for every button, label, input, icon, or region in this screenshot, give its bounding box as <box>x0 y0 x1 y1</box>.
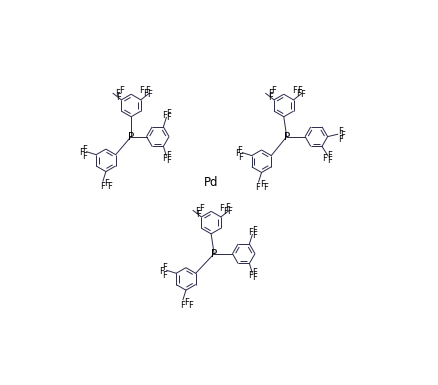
Text: F: F <box>263 183 268 192</box>
Text: F: F <box>255 183 261 192</box>
Text: F: F <box>268 89 273 99</box>
Text: F: F <box>238 153 243 162</box>
Text: F: F <box>252 226 257 235</box>
Text: F: F <box>139 87 144 95</box>
Text: F: F <box>268 93 273 102</box>
Text: F: F <box>162 110 167 119</box>
Text: F: F <box>297 86 303 95</box>
Text: F: F <box>108 182 113 191</box>
Text: F: F <box>166 109 171 118</box>
Text: F: F <box>143 89 148 99</box>
Text: F: F <box>292 87 297 95</box>
Text: P: P <box>283 132 290 142</box>
Text: F: F <box>195 206 200 216</box>
Text: F: F <box>166 156 170 164</box>
Text: F: F <box>248 228 253 237</box>
Text: Pd: Pd <box>204 176 219 189</box>
Text: F: F <box>180 301 185 310</box>
Text: F: F <box>227 207 232 216</box>
Text: F: F <box>162 271 167 280</box>
Text: F: F <box>116 93 121 102</box>
Text: F: F <box>184 298 189 306</box>
Text: F: F <box>338 135 343 144</box>
Text: F: F <box>196 210 201 219</box>
Text: F: F <box>248 271 253 280</box>
Text: F: F <box>147 90 152 99</box>
Text: F: F <box>199 204 204 213</box>
Text: F: F <box>252 268 257 277</box>
Text: F: F <box>115 89 120 99</box>
Text: F: F <box>225 203 230 212</box>
Text: F: F <box>322 154 328 163</box>
Text: F: F <box>162 154 167 163</box>
Text: F: F <box>82 152 87 161</box>
Text: F: F <box>296 89 301 99</box>
Text: F: F <box>300 90 305 99</box>
Text: F: F <box>104 179 109 188</box>
Text: F: F <box>219 204 224 213</box>
Text: F: F <box>340 131 345 140</box>
Text: F: F <box>166 151 170 160</box>
Text: F: F <box>159 267 164 276</box>
Text: F: F <box>338 127 343 136</box>
Text: F: F <box>252 273 257 281</box>
Text: F: F <box>272 87 276 95</box>
Text: P: P <box>128 132 134 142</box>
Text: F: F <box>166 114 170 122</box>
Text: P: P <box>211 249 217 259</box>
Text: F: F <box>162 263 167 273</box>
Text: F: F <box>145 86 150 95</box>
Text: F: F <box>235 149 240 158</box>
Text: F: F <box>327 156 332 165</box>
Text: F: F <box>100 182 105 191</box>
Text: F: F <box>187 301 193 310</box>
Text: F: F <box>237 146 242 155</box>
Text: F: F <box>252 231 257 239</box>
Text: F: F <box>327 151 332 161</box>
Text: F: F <box>79 149 85 157</box>
Text: F: F <box>223 206 228 216</box>
Text: F: F <box>82 145 87 154</box>
Text: F: F <box>260 180 265 189</box>
Text: F: F <box>119 87 124 95</box>
